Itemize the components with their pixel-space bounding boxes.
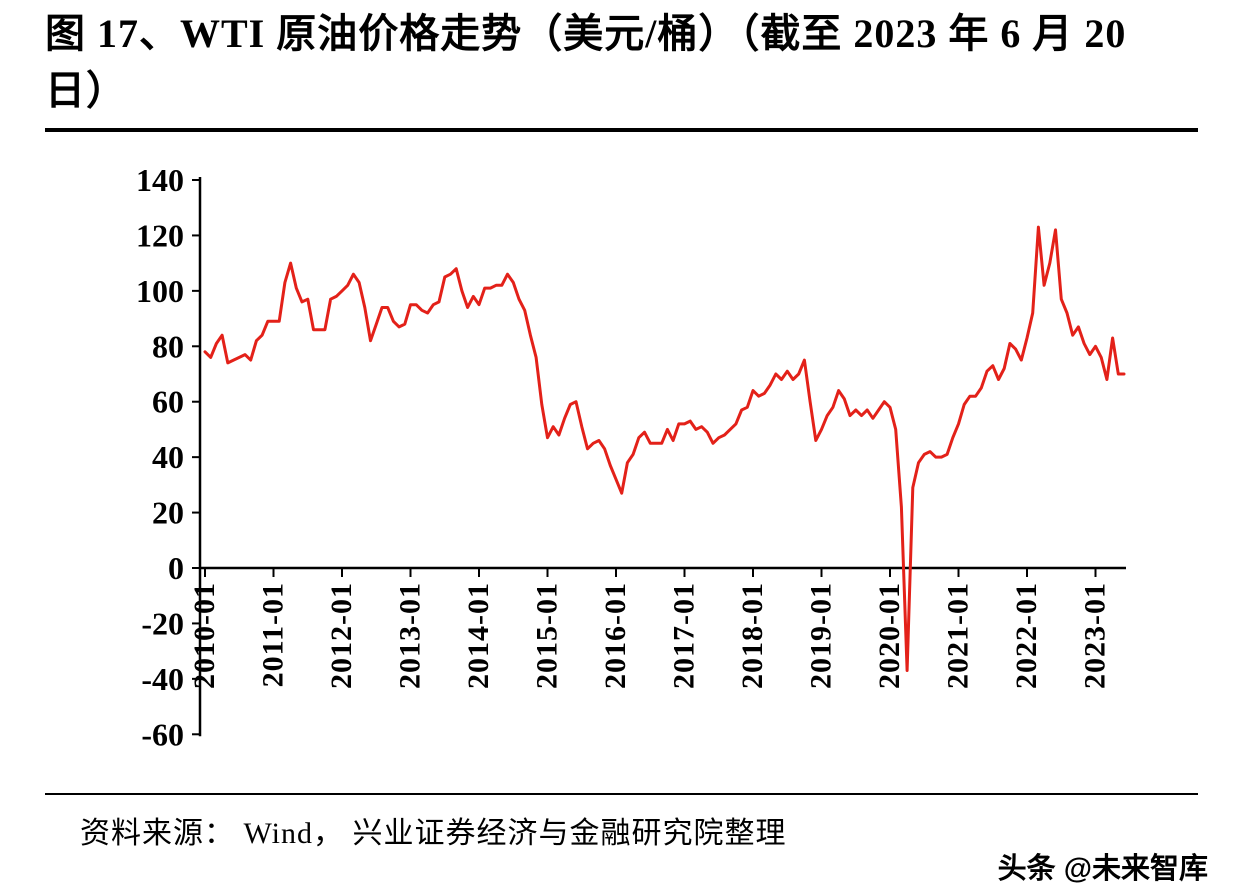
x-tick-label: 2019-01	[805, 582, 838, 689]
x-tick-label: 2023-01	[1079, 582, 1112, 689]
x-tick-label: 2010-01	[188, 582, 221, 689]
y-tick-label: -60	[141, 716, 184, 752]
x-tick-label: 2014-01	[462, 582, 495, 689]
y-tick-label: 40	[152, 439, 184, 475]
y-tick-label: -20	[141, 605, 184, 641]
y-tick-label: 80	[152, 328, 184, 364]
x-tick-labels: 2010-01 2011-01 2012-01 2013-01 2014-01 2015-…	[188, 568, 1112, 689]
price-series	[203, 225, 1126, 672]
x-tick-label: 2011-01	[257, 582, 290, 687]
title-divider	[45, 128, 1198, 132]
x-tick-label: 2016-01	[599, 582, 632, 689]
y-tick-label: -40	[141, 661, 184, 697]
x-tick-label: 2013-01	[394, 582, 427, 689]
x-tick-label: 2022-01	[1010, 582, 1043, 689]
watermark: 头条 @未来智库	[997, 853, 1208, 885]
x-tick-label: 2015-01	[531, 582, 564, 689]
y-tick-label: 140	[136, 162, 184, 198]
y-tick-label: 20	[152, 495, 184, 531]
y-tick-label: 100	[136, 273, 184, 309]
y-tick-label: 0	[168, 550, 184, 586]
source-divider	[45, 793, 1198, 795]
chart-area: 140 120 100 80 60 40 20 0 -20 -40 -60 2010-01 2011-0…	[0, 150, 1238, 790]
x-tick-label: 2018-01	[736, 582, 769, 689]
price-line	[203, 225, 1126, 672]
source-note: 资料来源： Wind， 兴业证券经济与金融研究院整理	[80, 817, 787, 850]
x-tick-label: 2012-01	[325, 582, 358, 689]
x-tick-label: 2020-01	[873, 582, 906, 689]
figure-title: 图 17、WTI 原油价格走势（美元/桶）（截至 2023 年 6 月 20 日…	[45, 11, 1127, 113]
y-tick-label: 120	[136, 217, 184, 253]
x-tick-label: 2021-01	[942, 582, 975, 689]
y-tick-label: 60	[152, 384, 184, 420]
x-tick-label: 2017-01	[668, 582, 701, 689]
y-tick-labels: 140 120 100 80 60 40 20 0 -20 -40 -60	[136, 162, 200, 752]
